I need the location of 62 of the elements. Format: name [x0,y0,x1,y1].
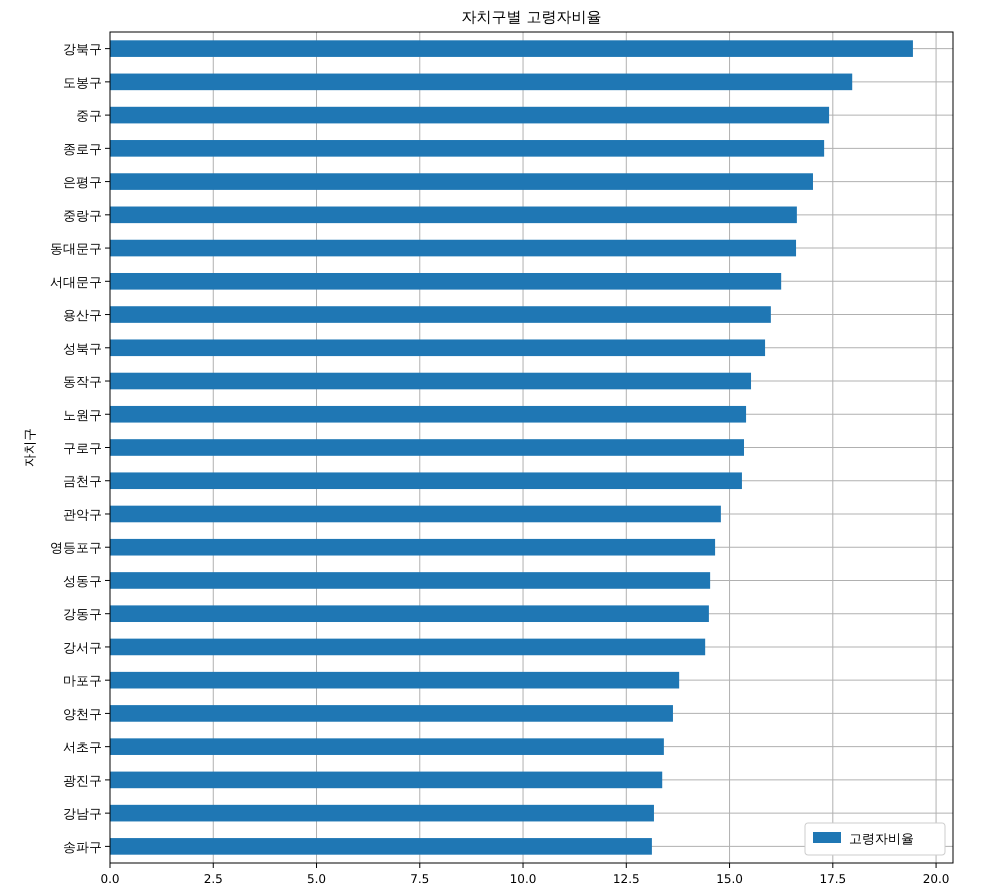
bar [110,772,662,788]
y-tick-label: 중랑구 [63,208,102,224]
x-tick-label: 15.0 [716,872,743,886]
bar [110,40,913,57]
y-tick-label: 금천구 [63,474,102,490]
x-tick-label: 17.5 [819,872,846,886]
x-tick-label: 0.0 [100,872,120,886]
y-tick-label: 양천구 [63,707,102,722]
x-tick-label: 5.0 [306,872,326,886]
y-tick-label: 은평구 [63,176,102,191]
x-tick-label: 10.0 [510,872,536,886]
bar [110,140,824,157]
bar [110,538,716,556]
bar [110,605,709,622]
y-tick-label: 용산구 [63,308,102,324]
y-tick-label: 강남구 [63,807,102,822]
bar [110,306,771,323]
x-tick-label: 2.5 [204,872,223,886]
y-tick-label: 영등포구 [50,541,102,556]
y-tick-label: 성북구 [63,342,102,357]
y-tick-label: 종로구 [63,142,102,158]
y-tick-label: 노원구 [63,408,102,424]
y-tick-label: 광진구 [63,774,102,789]
y-tick-label: 서초구 [63,740,102,756]
x-tick-label: 7.5 [410,872,430,886]
bar [110,339,766,356]
y-tick-label: 강북구 [63,42,102,58]
y-tick-label: 동작구 [63,375,102,390]
bar [110,240,796,256]
legend-label: 고령자비율 [849,832,914,847]
y-tick-label: 송파구 [63,840,102,856]
bar [110,672,680,688]
y-tick-label: 성동구 [63,574,102,590]
bar [110,272,782,290]
y-tick-label: 강서구 [63,640,102,656]
y-axis-title: 자치구 [23,428,38,467]
chart-title: 자치구별 고령자비율 [462,8,602,26]
bar [110,838,652,855]
bar [110,638,706,656]
y-tick-label: 마포구 [63,674,102,690]
y-tick-label: 관악구 [63,508,102,523]
bar [110,705,673,722]
bar [110,738,664,755]
y-tick-label: 구로구 [63,442,102,456]
bar [110,506,721,522]
bar [110,372,752,390]
bar [110,406,746,423]
bar [110,472,742,490]
y-tick-label: 강동구 [63,608,102,623]
bar [110,173,813,190]
bar [110,206,797,224]
bar [110,106,830,124]
y-tick-label: 도봉구 [63,76,102,91]
y-tick-label: 중구 [76,109,102,124]
bar [110,439,744,456]
y-tick-label: 동대문구 [50,242,102,258]
x-tick-label: 12.5 [612,872,640,886]
bar [110,804,654,822]
bar [110,74,852,90]
x-tick-label: 20.0 [922,872,950,886]
bar [110,572,710,589]
y-tick-label: 서대문구 [50,275,102,290]
